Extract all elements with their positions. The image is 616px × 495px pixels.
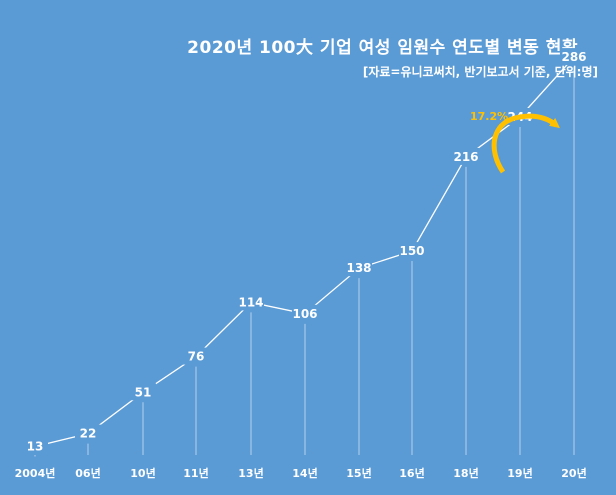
x-tick-label: 10년 — [130, 466, 155, 480]
data-label: 216 — [453, 150, 478, 164]
data-label: 76 — [188, 350, 205, 364]
x-tick-label: 14년 — [292, 466, 317, 480]
data-label-background — [292, 304, 318, 322]
x-tick-label: 13년 — [238, 466, 263, 480]
x-tick-label: 18년 — [453, 466, 478, 480]
chart-title: 2020년 100大 기업 여성 임원수 연도별 변동 현황 — [187, 38, 578, 58]
data-label: 51 — [135, 385, 152, 399]
data-label: 22 — [80, 427, 97, 441]
data-label: 13 — [27, 439, 44, 453]
x-tick-label: 16년 — [399, 466, 424, 480]
growth-rate-label: 17.2% — [470, 110, 508, 123]
x-tick-label: 15년 — [346, 466, 371, 480]
data-label-background — [346, 259, 372, 277]
data-label-background — [453, 147, 479, 165]
x-tick-label: 11년 — [183, 466, 208, 480]
chart-subtitle: [자료=유니코써치, 반기보고서 기준, 단위:명] — [362, 65, 598, 79]
data-label-background — [22, 437, 48, 455]
x-tick-label: 2004년 — [15, 466, 56, 480]
data-label: 150 — [399, 244, 424, 258]
data-label-background — [130, 383, 156, 401]
data-label: 106 — [292, 307, 317, 321]
data-label-background — [75, 424, 101, 442]
data-label-background — [399, 242, 425, 260]
data-label-background — [238, 293, 264, 311]
x-tick-label: 19년 — [507, 466, 532, 480]
x-tick-label: 20년 — [561, 466, 586, 480]
data-label-background — [561, 48, 587, 66]
data-label: 138 — [346, 261, 371, 275]
growth-arrow — [491, 113, 560, 174]
x-tick-label: 06년 — [75, 466, 100, 480]
data-label: 286 — [561, 50, 586, 64]
data-label: 114 — [238, 295, 263, 309]
data-label-background — [183, 347, 209, 365]
